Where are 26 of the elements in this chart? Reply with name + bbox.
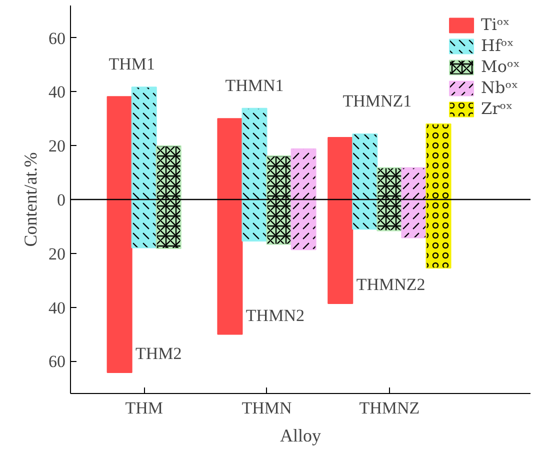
y-tick-label: 20	[48, 244, 66, 264]
annotation: THMN1	[225, 76, 284, 95]
annotation: THMN2	[246, 306, 304, 325]
annotation: THM1	[108, 54, 155, 74]
x-tick-label: THM	[125, 398, 163, 418]
legend-label: Zrᵒˣ	[481, 99, 513, 118]
y-tick-label: 60	[48, 352, 66, 372]
y-tick-label: 60	[48, 28, 66, 48]
y-tick-label: 20	[48, 136, 66, 156]
annotation: THMNZ2	[356, 275, 426, 294]
y-tick-label: 40	[48, 298, 66, 318]
annotation: THMNZ1	[342, 92, 412, 111]
annotation: THM2	[136, 344, 182, 364]
legend-label: Moᵒˣ	[481, 57, 520, 76]
bar	[328, 137, 354, 304]
legend-label: Hfᵒˣ	[481, 36, 514, 55]
x-axis-title: Alloy	[280, 426, 322, 446]
y-tick-label: 40	[48, 82, 66, 102]
legend-label: Nbᵒˣ	[481, 78, 518, 97]
legend-label: Tiᵒˣ	[481, 15, 510, 34]
bar	[217, 118, 243, 335]
y-tick-label: 0	[57, 190, 66, 210]
y-axis-title: Content/at.%	[20, 152, 40, 247]
bar	[106, 96, 132, 373]
x-tick-label: THMN	[242, 398, 292, 418]
x-tick-label: THMNZ	[359, 398, 420, 418]
